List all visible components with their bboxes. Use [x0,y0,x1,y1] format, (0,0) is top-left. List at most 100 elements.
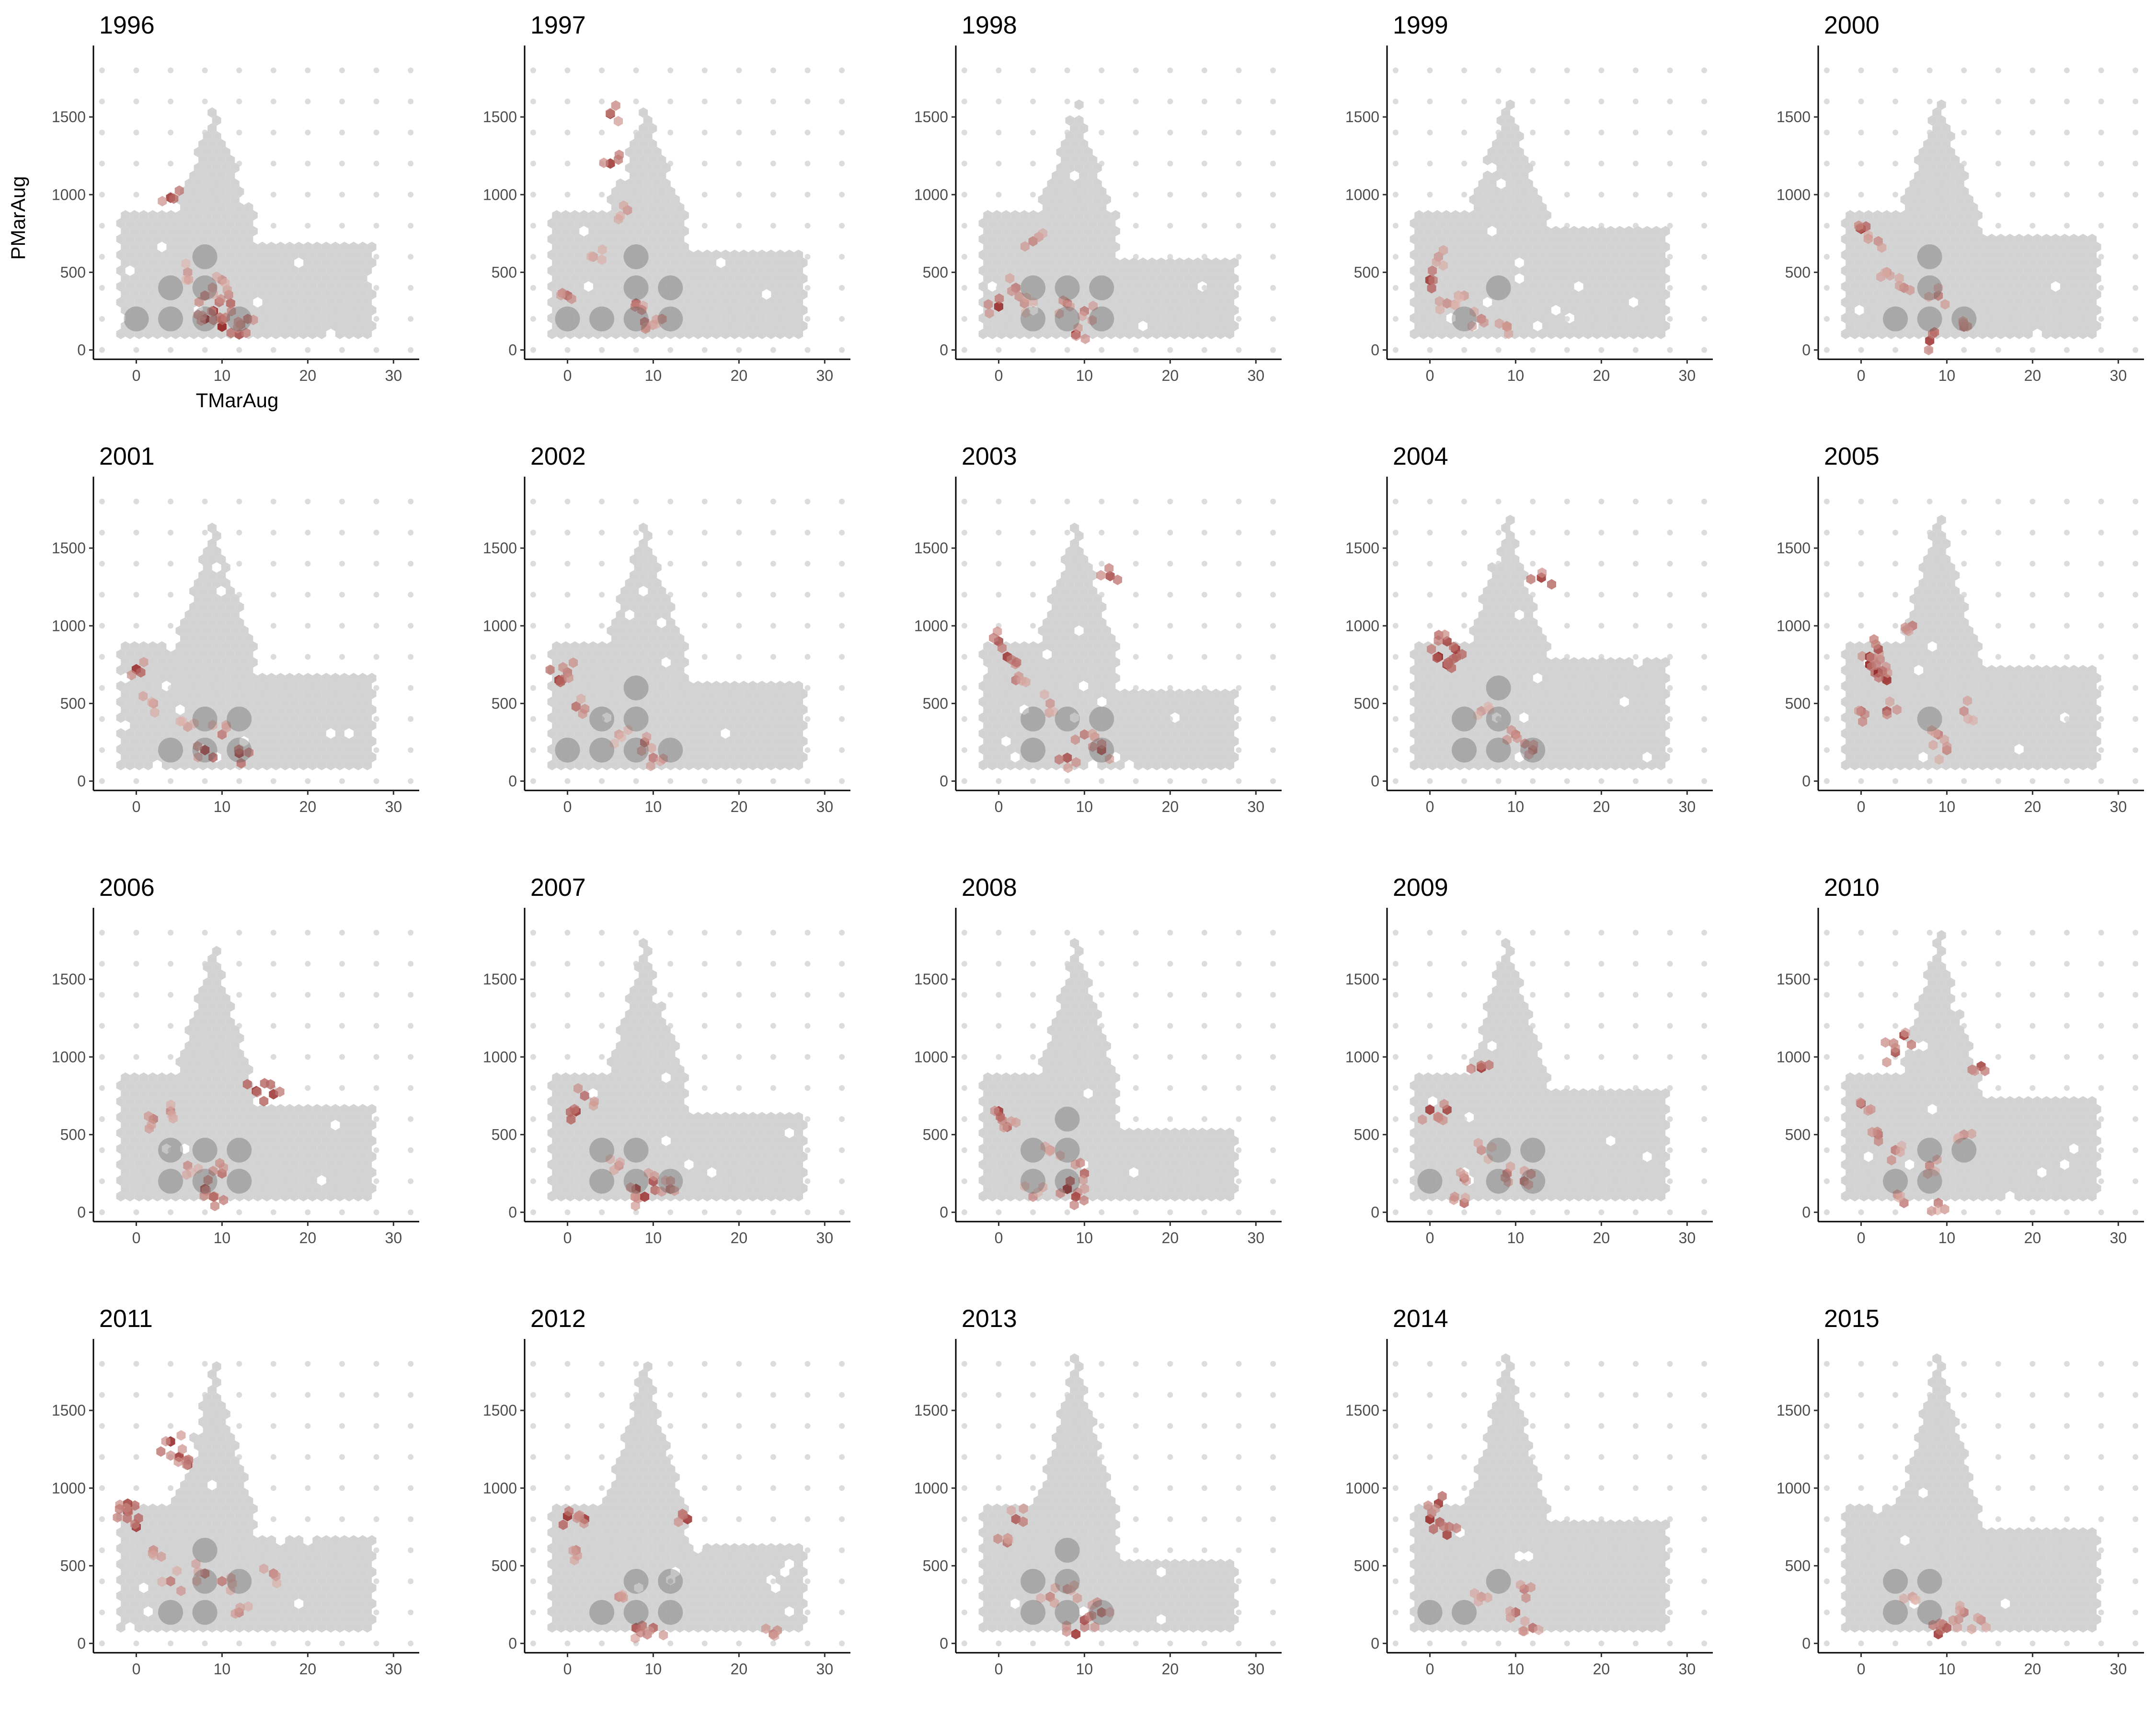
grid-point [962,254,967,260]
x-tick-label: 20 [1162,367,1179,384]
grid-point [839,561,845,567]
grid-point [667,99,673,104]
x-tick-label: 30 [1248,798,1265,815]
x-tick-label: 0 [1426,367,1434,384]
grid-point [1824,254,1830,260]
grid-point [1564,192,1570,197]
grid-point [1270,561,1276,567]
grid-point [1564,68,1570,73]
grid-point [702,561,708,567]
grid-point [1236,130,1242,136]
red-hex-cell [611,100,620,111]
y-tick-label: 1000 [52,186,86,203]
y-tick-label: 1000 [52,617,86,634]
grid-point [1461,160,1467,166]
grid-point [962,747,967,753]
grid-point [1667,623,1673,629]
grid-point [1236,254,1242,260]
grid-point [1167,778,1173,784]
grid-point [1530,530,1536,536]
grid-point [1564,160,1570,166]
grid-point [2064,68,2070,73]
x-tick-label: 30 [2110,367,2127,384]
large-point [1021,275,1045,300]
grid-point [133,192,139,197]
grid-point [1133,192,1139,197]
grid-point [1099,499,1104,504]
y-tick-label: 500 [923,695,948,712]
grid-point [1530,561,1536,567]
grid-point [2064,99,2070,104]
grid-point [1427,778,1433,784]
large-point [624,307,649,332]
grid-point [133,530,139,536]
grid-point [633,99,639,104]
grid-point [1167,130,1173,136]
grid-point [1496,499,1502,504]
grid-point [1236,223,1242,229]
grid-point [1564,778,1570,784]
grid-point [305,223,310,229]
grid-point [996,530,1001,536]
x-tick-label: 10 [1076,798,1093,815]
grid-point [530,623,536,629]
grid-point [996,99,1001,104]
panel-title: 1998 [962,11,1017,39]
grid-point [1099,130,1104,136]
grid-point [564,592,570,597]
grid-point [1270,254,1276,260]
x-tick-label: 20 [1593,367,1610,384]
grid-point [339,778,345,784]
large-point [227,307,252,332]
x-tick-label: 20 [2024,367,2041,384]
grid-point [805,654,811,660]
grid-point [1202,654,1207,660]
grid-point [1133,561,1139,567]
grid-point [1701,561,1707,567]
grid-point [1270,654,1276,660]
grid-point [1065,347,1070,353]
grid-point [599,68,605,73]
grid-point [2099,160,2104,166]
y-tick-label: 1000 [483,617,517,634]
grid-point [305,654,310,660]
grid-point [1065,99,1070,104]
grid-point [408,285,413,291]
grid-point [1133,99,1139,104]
grid-point [1393,716,1399,722]
large-point [193,244,218,269]
grid-point [1236,68,1242,73]
grid-point [1236,192,1242,197]
grid-point [962,561,967,567]
grid-point [1633,499,1639,504]
grid-point [339,160,345,166]
large-point [624,244,649,269]
large-point [227,738,252,763]
grid-point [374,561,379,567]
grid-point [374,254,379,260]
y-tick-label: 0 [940,773,948,790]
grid-point [1892,347,1898,353]
grid-point [599,623,605,629]
grid-point [1133,130,1139,136]
grid-point [202,99,208,104]
grid-point [1701,285,1707,291]
grid-point [1564,99,1570,104]
grid-point [1927,99,1933,104]
grid-point [1427,192,1433,197]
grid-point [667,499,673,504]
grid-point [996,130,1001,136]
grid-point [530,499,536,504]
grid-point [1824,347,1830,353]
grid-point [1824,192,1830,197]
grid-point [805,561,811,567]
x-tick-label: 20 [299,367,317,384]
grid-point [1598,530,1604,536]
grid-point [839,99,845,104]
hex-cell [1075,100,1084,110]
large-point [1089,275,1114,300]
grid-point [271,592,276,597]
grid-point [770,130,776,136]
grid-point [202,68,208,73]
